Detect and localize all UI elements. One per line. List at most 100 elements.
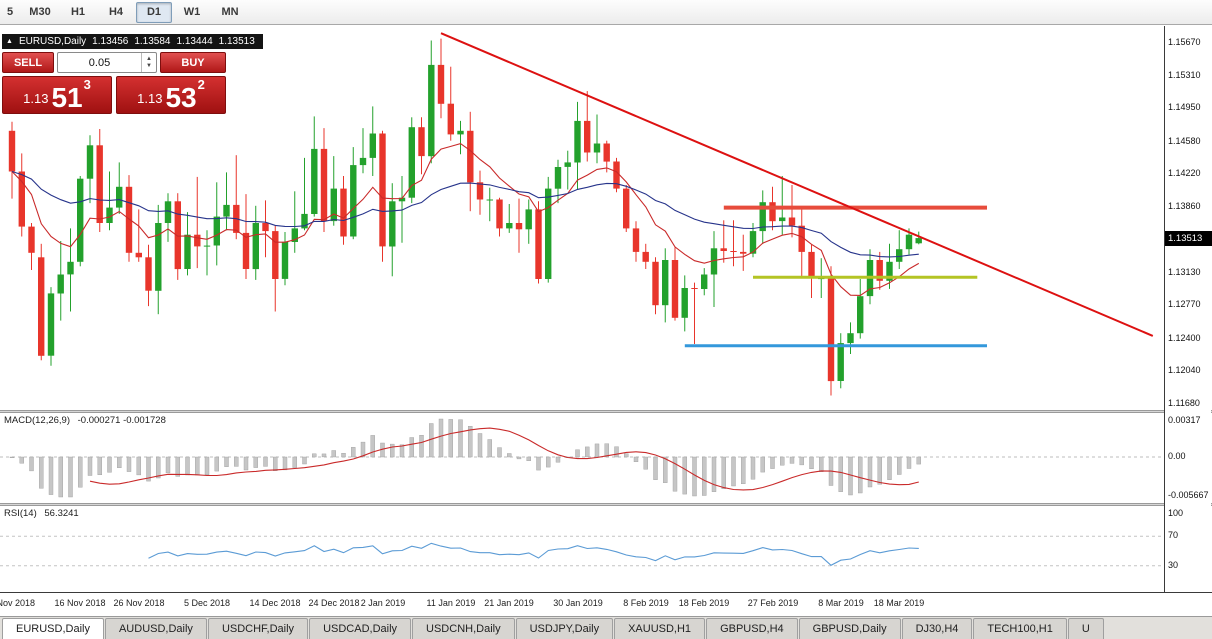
price-axis-label: 1.12400	[1168, 333, 1201, 343]
candle-body	[369, 133, 376, 158]
candle-body	[603, 143, 610, 162]
date-label: 7 Nov 2018	[0, 598, 36, 608]
buy-button[interactable]: BUY	[160, 52, 226, 73]
ohlc-high: 1.13584	[134, 36, 171, 47]
chart-tab-GBPUSD-H4[interactable]: GBPUSD,H4	[706, 618, 798, 639]
candle-body	[564, 162, 571, 167]
descending-trendline[interactable]	[440, 32, 1154, 337]
price-axis[interactable]: 1.15670 1.15310 1.14950 1.14580 1.14220 1.138…	[1164, 26, 1212, 592]
timeframe-button-H1[interactable]: H1	[70, 6, 86, 18]
rsi-panel[interactable]: RSI(14) 56.3241	[0, 506, 1164, 592]
macd-histogram-bar	[526, 456, 531, 461]
price-axis-label: 1.11680	[1168, 398, 1200, 408]
macd-histogram-bar	[555, 456, 561, 463]
chart-tab-TECH100-H1[interactable]: TECH100,H1	[973, 618, 1067, 639]
candle-body	[194, 234, 201, 247]
macd-histogram-bar	[546, 456, 551, 468]
candlestick-chart[interactable]	[0, 26, 1164, 410]
candle-body	[467, 130, 474, 183]
candle-body	[896, 249, 903, 262]
macd-histogram-bar	[156, 456, 161, 479]
macd-panel[interactable]: MACD(12,26,9) -0.000271 -0.001728	[0, 413, 1164, 503]
chart-tab-XAUUSD-H1[interactable]: XAUUSD,H1	[614, 618, 706, 639]
chart-tab-AUDUSD-Daily[interactable]: AUDUSD,Daily	[104, 618, 207, 639]
macd-histogram-bar	[633, 456, 639, 463]
macd-histogram-bar	[331, 450, 336, 458]
volume-spinner: ▲ ▼	[141, 53, 156, 72]
panel-divider[interactable]	[0, 503, 1212, 506]
candle-body	[662, 260, 669, 306]
macd-axis-label: 0.00	[1168, 451, 1186, 461]
macd-histogram-bar	[516, 456, 522, 460]
macd-chart[interactable]	[0, 413, 1164, 503]
macd-histogram-bar	[809, 456, 814, 470]
ask-price-pipette: 2	[197, 77, 205, 92]
macd-histogram-bar	[848, 456, 853, 496]
candle-body	[8, 130, 16, 172]
candle-body	[311, 148, 318, 214]
macd-histogram-bar	[604, 443, 609, 458]
timeframe-button-M30[interactable]: M30	[29, 6, 51, 18]
chart-tab-U[interactable]: U	[1067, 618, 1104, 639]
chart-tab-USDJPY-Daily[interactable]: USDJPY,Daily	[515, 618, 614, 639]
bid-price-prefix: 1.13	[23, 91, 49, 106]
macd-histogram-bar	[390, 443, 395, 458]
candle-body	[155, 223, 162, 291]
main-chart-panel[interactable]: ▲ EURUSD,Daily 1.13456 1.13584 1.13444 1…	[0, 26, 1164, 410]
panel-divider[interactable]	[0, 410, 1212, 413]
candle-body	[730, 251, 737, 252]
chart-tab-EURUSD-Daily[interactable]: EURUSD,Daily	[2, 618, 104, 639]
bid-price-big: 51	[51, 82, 83, 114]
macd-histogram-bar	[68, 456, 73, 498]
time-axis[interactable]: 7 Nov 2018 16 Nov 2018 26 Nov 2018 5 Dec 20…	[0, 592, 1212, 616]
candle-body	[506, 223, 513, 229]
macd-histogram-bar	[409, 437, 414, 458]
candle-body	[623, 188, 630, 229]
chart-tab-USDCAD-Daily[interactable]: USDCAD,Daily	[309, 618, 412, 639]
chart-tab-GBPUSD-Daily[interactable]: GBPUSD,Daily	[798, 618, 901, 639]
rsi-value: 56.3241	[44, 508, 79, 519]
rsi-axis-label: 70	[1168, 530, 1179, 540]
macd-histogram-bar	[214, 456, 220, 472]
volume-up-icon[interactable]: ▲	[146, 55, 152, 62]
timeframe-button-W1[interactable]: W1	[183, 6, 201, 18]
volume-value: 0.05	[88, 56, 111, 69]
candle-body	[642, 251, 649, 262]
timeframe-button-5[interactable]: 5	[6, 6, 14, 18]
candle-body	[827, 278, 835, 382]
candle-body	[447, 103, 454, 135]
date-label: 8 Feb 2019	[623, 598, 669, 608]
candle-body	[340, 188, 347, 237]
candle-body	[145, 257, 152, 291]
price-axis-label: 1.14220	[1168, 168, 1201, 178]
collapse-ohlc-icon[interactable]: ▲	[6, 38, 13, 45]
sell-button[interactable]: SELL	[2, 52, 54, 73]
candle-body	[905, 234, 913, 250]
candle-body	[389, 201, 396, 247]
candle-body	[545, 188, 552, 279]
macd-histogram-bar	[165, 456, 171, 474]
date-label: 2 Jan 2019	[360, 598, 406, 608]
volume-control[interactable]: 0.05 ▲ ▼	[57, 52, 157, 73]
chart-tab-USDCNH-Daily[interactable]: USDCNH,Daily	[412, 618, 515, 639]
timeframe-button-D1[interactable]: D1	[136, 1, 172, 23]
macd-histogram-bar	[750, 456, 756, 480]
ask-price-box[interactable]: 1.13 53 2	[116, 76, 226, 114]
volume-down-icon[interactable]: ▼	[146, 62, 152, 69]
candle-body	[330, 188, 337, 222]
candle-body	[252, 223, 259, 270]
macd-histogram-bar	[351, 447, 356, 458]
price-axis-label: 1.15670	[1168, 37, 1201, 47]
timeframe-button-H4[interactable]: H4	[108, 6, 124, 18]
timeframe-button-MN[interactable]: MN	[221, 6, 239, 18]
macd-axis-label: 0.00317	[1168, 415, 1201, 425]
candle-body	[720, 248, 727, 251]
bid-price-box[interactable]: 1.13 51 3	[2, 76, 112, 114]
macd-histogram-bar	[117, 456, 122, 469]
macd-histogram-bar	[711, 456, 717, 492]
chart-tab-USDCHF-Daily[interactable]: USDCHF,Daily	[207, 618, 309, 639]
chart-tabs-bar: EURUSD,Daily AUDUSD,Daily USDCHF,Daily USDC…	[0, 616, 1212, 639]
rsi-chart[interactable]	[0, 506, 1164, 592]
candle-body	[96, 145, 103, 223]
chart-tab-DJ30-H4[interactable]: DJ30,H4	[901, 618, 973, 639]
